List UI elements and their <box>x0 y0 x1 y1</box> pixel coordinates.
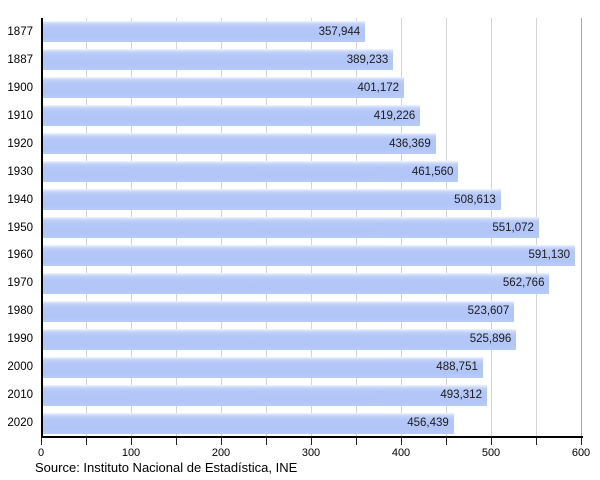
bar-value-label-2010: 493,312 <box>440 389 482 402</box>
y-tick-label-1980: 1980 <box>7 305 33 318</box>
y-tick-label-2000: 2000 <box>7 361 33 374</box>
bar-value-label-1990: 525,896 <box>469 333 512 346</box>
bar-band-1910: 419,226 <box>43 102 581 130</box>
x-tick-550 <box>536 438 537 445</box>
bar-1970: 562,766 <box>43 272 550 294</box>
x-tick-0 <box>41 438 42 445</box>
bar-band-2020: 456,439 <box>43 409 581 437</box>
y-tick-label-1950: 1950 <box>7 221 33 234</box>
bar-1990: 525,896 <box>43 328 517 350</box>
bar-band-1970: 562,766 <box>43 269 581 297</box>
bar-1877: 357,944 <box>43 21 366 43</box>
x-tick-600 <box>581 438 582 445</box>
x-tick-500 <box>491 438 492 445</box>
plot-area: 357,944 389,233 401,172 419,226 436,369 461,5… <box>41 18 583 438</box>
bar-band-1990: 525,896 <box>43 325 581 353</box>
bar-1980: 523,607 <box>43 300 515 322</box>
x-tick-label-400: 400 <box>391 447 411 459</box>
y-tick-label-1970: 1970 <box>7 277 33 290</box>
y-tick-label-1910: 1910 <box>7 109 33 122</box>
y-tick-label-1940: 1940 <box>7 193 33 206</box>
bar-value-label-1920: 436,369 <box>389 137 431 150</box>
bar-band-2010: 493,312 <box>43 381 581 409</box>
bar-band-1900: 401,172 <box>43 74 581 102</box>
bar-value-label-1930: 461,560 <box>411 165 454 178</box>
x-tick-label-300: 300 <box>301 447 321 459</box>
x-tick-150 <box>176 438 177 445</box>
bar-value-label-1877: 357,944 <box>318 25 361 38</box>
x-tick-label-200: 200 <box>211 447 231 459</box>
x-tick-100 <box>131 438 132 445</box>
x-axis-line <box>41 436 583 438</box>
bar-1930: 461,560 <box>43 161 459 183</box>
bar-band-2000: 488,751 <box>43 353 581 381</box>
bar-2000: 488,751 <box>43 356 483 378</box>
x-tick-label-600: 600 <box>571 447 591 459</box>
y-tick-label-1990: 1990 <box>7 333 33 346</box>
x-tick-200 <box>221 438 222 445</box>
bar-band-1930: 461,560 <box>43 158 581 186</box>
bar-1887: 389,233 <box>43 49 394 71</box>
x-tick-50 <box>86 438 87 445</box>
bar-value-label-1980: 523,607 <box>467 305 510 318</box>
bar-band-1980: 523,607 <box>43 297 581 325</box>
bars-container: 357,944 389,233 401,172 419,226 436,369 461,5… <box>43 18 581 437</box>
y-tick-label-1930: 1930 <box>7 165 33 178</box>
bar-value-label-1910: 419,226 <box>373 109 416 122</box>
x-tick-450 <box>446 438 447 445</box>
bar-2010: 493,312 <box>43 384 487 406</box>
bar-band-1960: 591,130 <box>43 242 581 270</box>
gridline-v-600 <box>581 18 582 437</box>
y-axis-labels: 1877 1887 1900 1910 1920 1930 1940 1950 1960 1970… <box>0 18 37 437</box>
bar-value-label-1940: 508,613 <box>454 193 496 206</box>
bar-band-1950: 551,072 <box>43 214 581 242</box>
x-tick-label-0: 0 <box>37 447 45 459</box>
bar-value-label-1887: 389,233 <box>346 53 389 66</box>
bar-1960: 591,130 <box>43 244 576 266</box>
y-tick-label-1920: 1920 <box>7 137 33 150</box>
bar-value-label-1970: 562,766 <box>502 277 545 290</box>
bar-1920: 436,369 <box>43 133 436 155</box>
y-axis-line <box>41 18 43 437</box>
x-tick-400 <box>401 438 402 445</box>
bar-1950: 551,072 <box>43 217 539 239</box>
y-tick-label-1900: 1900 <box>7 81 33 94</box>
x-tick-250 <box>266 438 267 445</box>
bar-1910: 419,226 <box>43 105 421 127</box>
bar-value-label-1900: 401,172 <box>357 81 400 94</box>
bar-band-1877: 357,944 <box>43 18 581 46</box>
bar-value-label-1950: 551,072 <box>492 221 534 234</box>
bar-2020: 456,439 <box>43 412 454 434</box>
x-tick-label-500: 500 <box>481 447 501 459</box>
bar-value-label-2020: 456,439 <box>407 417 449 430</box>
y-tick-label-1960: 1960 <box>7 249 33 262</box>
bar-band-1887: 389,233 <box>43 46 581 74</box>
bar-value-label-2000: 488,751 <box>436 361 478 374</box>
bar-band-1940: 508,613 <box>43 186 581 214</box>
bar-1900: 401,172 <box>43 77 405 99</box>
x-tick-350 <box>356 438 357 445</box>
y-tick-label-2010: 2010 <box>7 389 33 402</box>
source-note: Source: Instituto Nacional de Estadístic… <box>35 460 298 475</box>
y-tick-label-1887: 1887 <box>7 53 33 66</box>
x-tick-label-100: 100 <box>121 447 141 459</box>
y-tick-label-1877: 1877 <box>7 25 33 38</box>
bar-value-label-1960: 591,130 <box>528 249 571 262</box>
x-tick-300 <box>311 438 312 445</box>
bar-1940: 508,613 <box>43 189 501 211</box>
y-tick-label-2020: 2020 <box>7 417 33 430</box>
bar-band-1920: 436,369 <box>43 130 581 158</box>
